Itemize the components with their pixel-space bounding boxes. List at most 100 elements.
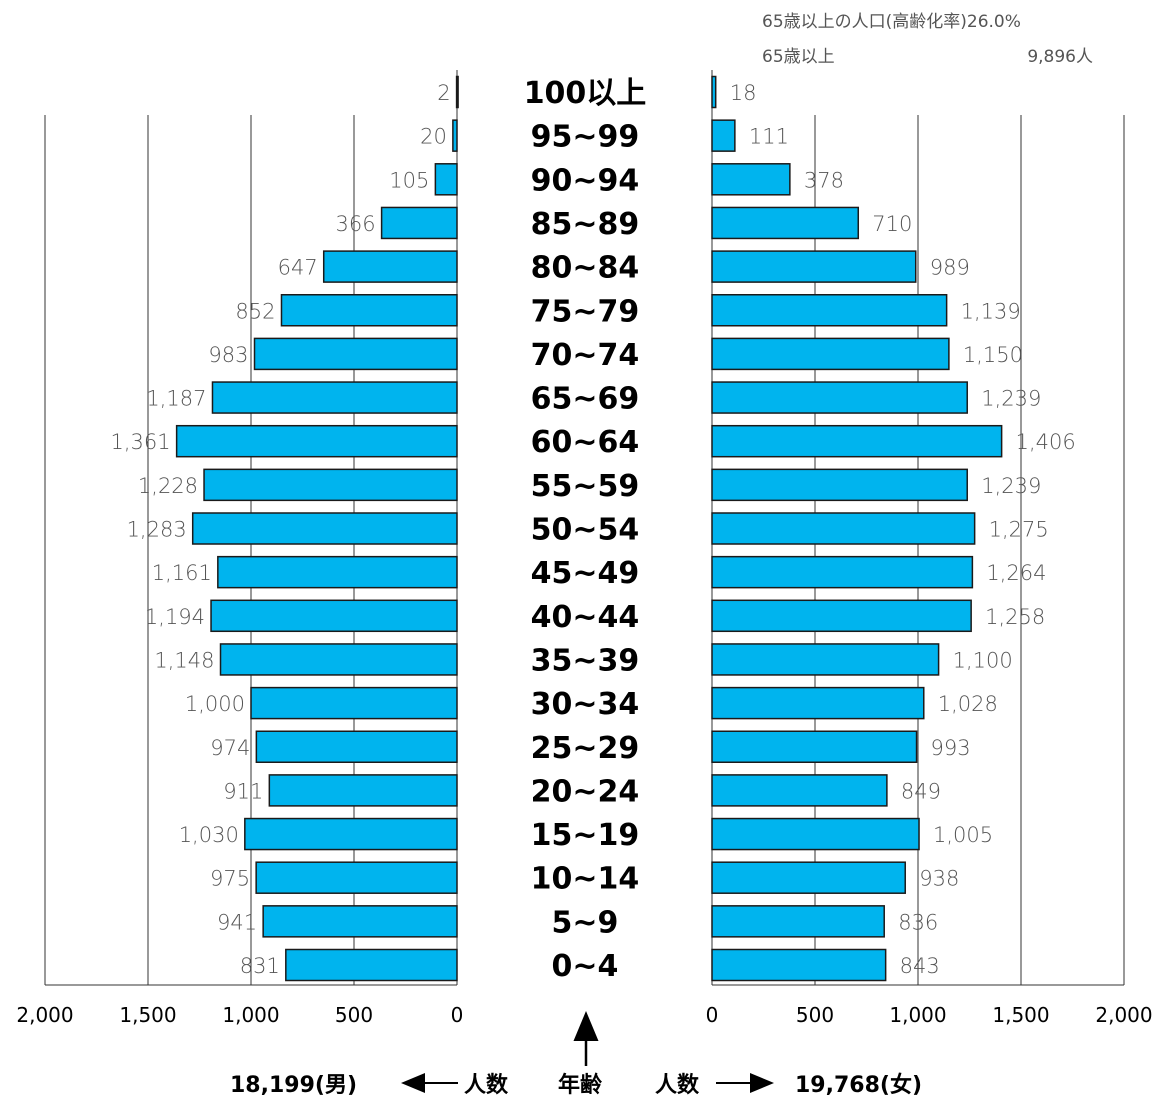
bar-male-30~34 — [250, 686, 458, 720]
bar-male-55~59 — [203, 468, 458, 502]
bar-female-20~24 — [711, 774, 888, 807]
bar-female-85~89 — [711, 206, 860, 240]
bar-female-45~49 — [711, 555, 974, 589]
age-label-30~34: 30~34 — [531, 687, 640, 722]
tick-label-right-500: 500 — [796, 1003, 834, 1027]
right-count-label: 人数 — [655, 1072, 700, 1098]
value-label-female-75~79: 1,139 — [961, 299, 1021, 323]
bar-female-65~69 — [711, 381, 968, 414]
bar-male-65~69 — [211, 381, 458, 414]
tick-label-left-500: 500 — [335, 1003, 373, 1027]
value-label-male-35~39: 1,148 — [154, 648, 214, 672]
male-total: 18,199(男) — [230, 1073, 357, 1098]
bar-male-60~64 — [175, 424, 458, 458]
value-label-male-30~34: 1,000 — [185, 692, 245, 716]
value-label-female-100以上: 18 — [730, 81, 757, 105]
value-label-male-25~29: 974 — [210, 736, 250, 760]
value-label-male-65~69: 1,187 — [146, 387, 206, 411]
elderly-count-label: 65歳以上 — [762, 47, 835, 67]
elderly-rate-note: 65歳以上の人口(高齢化率)26.0% — [762, 12, 1021, 32]
bar-female-25~29 — [711, 730, 918, 763]
value-label-female-95~99: 111 — [749, 125, 789, 149]
age-label-50~54: 50~54 — [531, 513, 640, 548]
tick-label-left-2000: 2,000 — [16, 1003, 73, 1027]
bar-male-50~54 — [191, 512, 458, 545]
value-label-male-15~19: 1,030 — [179, 823, 239, 847]
age-label: 年齢 — [558, 1072, 603, 1098]
age-label-80~84: 80~84 — [531, 251, 640, 286]
value-label-male-90~94: 105 — [389, 168, 429, 192]
bar-male-75~79 — [280, 294, 458, 327]
value-label-male-85~89: 366 — [336, 212, 376, 236]
value-label-female-90~94: 378 — [804, 168, 844, 192]
bar-female-10~14 — [711, 861, 906, 894]
tick-label-right-2000: 2,000 — [1095, 1003, 1152, 1027]
age-labels: 100以上 95~99 90~94 85~89 80~84 75~79 70~74 65~69… — [524, 76, 647, 984]
value-label-male-100以上: 2 — [437, 81, 450, 105]
bar-female-35~39 — [711, 643, 940, 676]
tick-label-right-1000: 1,000 — [889, 1003, 946, 1027]
value-label-female-50~54: 1,275 — [989, 518, 1049, 542]
value-label-male-80~84: 647 — [278, 256, 318, 280]
age-label-60~64: 60~64 — [531, 425, 640, 460]
bar-female-70~74 — [711, 337, 950, 371]
value-label-female-80~84: 989 — [930, 256, 970, 280]
value-label-male-60~64: 1,361 — [111, 430, 171, 454]
bar-male-15~19 — [244, 817, 458, 851]
value-label-female-30~34: 1,028 — [938, 692, 998, 716]
value-label-male-5~9: 941 — [217, 910, 257, 934]
value-label-female-70~74: 1,150 — [963, 343, 1023, 367]
age-label-20~24: 20~24 — [531, 774, 640, 809]
bar-female-80~84 — [711, 250, 917, 283]
value-label-female-55~59: 1,239 — [981, 474, 1041, 498]
tick-label-left-1500: 1,500 — [119, 1003, 176, 1027]
tick-label-right-0: 0 — [706, 1003, 719, 1027]
value-label-male-50~54: 1,283 — [127, 518, 187, 542]
tick-label-right-1500: 1,500 — [992, 1003, 1049, 1027]
value-label-male-20~24: 911 — [223, 779, 263, 803]
age-label-95~99: 95~99 — [531, 120, 640, 155]
age-label-70~74: 70~74 — [531, 338, 640, 373]
bar-female-5~9 — [711, 905, 885, 938]
bar-female-0~4 — [711, 948, 887, 982]
bar-female-100以上 — [711, 75, 717, 109]
value-label-female-35~39: 1,100 — [953, 648, 1013, 672]
age-label-75~79: 75~79 — [531, 294, 640, 329]
age-label-45~49: 45~49 — [531, 556, 640, 591]
left-count-label: 人数 — [464, 1072, 509, 1098]
bars — [175, 75, 1003, 982]
age-label-100以上: 100以上 — [524, 76, 647, 111]
bar-male-40~44 — [210, 599, 458, 633]
value-label-male-45~49: 1,161 — [152, 561, 212, 585]
value-label-male-70~74: 983 — [208, 343, 248, 367]
age-label-35~39: 35~39 — [531, 643, 640, 678]
age-label-25~29: 25~29 — [531, 731, 640, 766]
value-label-male-0~4: 831 — [240, 954, 280, 978]
value-label-female-60~64: 1,406 — [1016, 430, 1076, 454]
age-label-85~89: 85~89 — [531, 207, 640, 242]
age-label-65~69: 65~69 — [531, 382, 640, 417]
value-label-female-85~89: 710 — [872, 212, 912, 236]
elderly-count-value: 9,896人 — [1027, 47, 1093, 67]
bar-male-25~29 — [255, 730, 458, 763]
bar-female-55~59 — [711, 468, 968, 502]
bar-male-35~39 — [219, 643, 458, 676]
bar-male-45~49 — [217, 555, 458, 589]
age-label-5~9: 5~9 — [552, 905, 619, 940]
age-label-0~4: 0~4 — [552, 949, 619, 984]
value-label-male-40~44: 1,194 — [145, 605, 205, 629]
bar-female-40~44 — [711, 599, 972, 633]
bar-female-30~34 — [711, 686, 925, 720]
bar-female-60~64 — [711, 424, 1003, 458]
bar-male-20~24 — [268, 774, 458, 807]
bar-male-95~99 — [452, 119, 458, 152]
bar-female-50~54 — [711, 512, 976, 545]
value-label-female-40~44: 1,258 — [985, 605, 1045, 629]
bar-male-0~4 — [285, 948, 458, 982]
tick-label-left-0: 0 — [451, 1003, 464, 1027]
bar-female-95~99 — [711, 119, 736, 152]
value-label-male-55~59: 1,228 — [138, 474, 198, 498]
age-label-10~14: 10~14 — [531, 862, 640, 897]
